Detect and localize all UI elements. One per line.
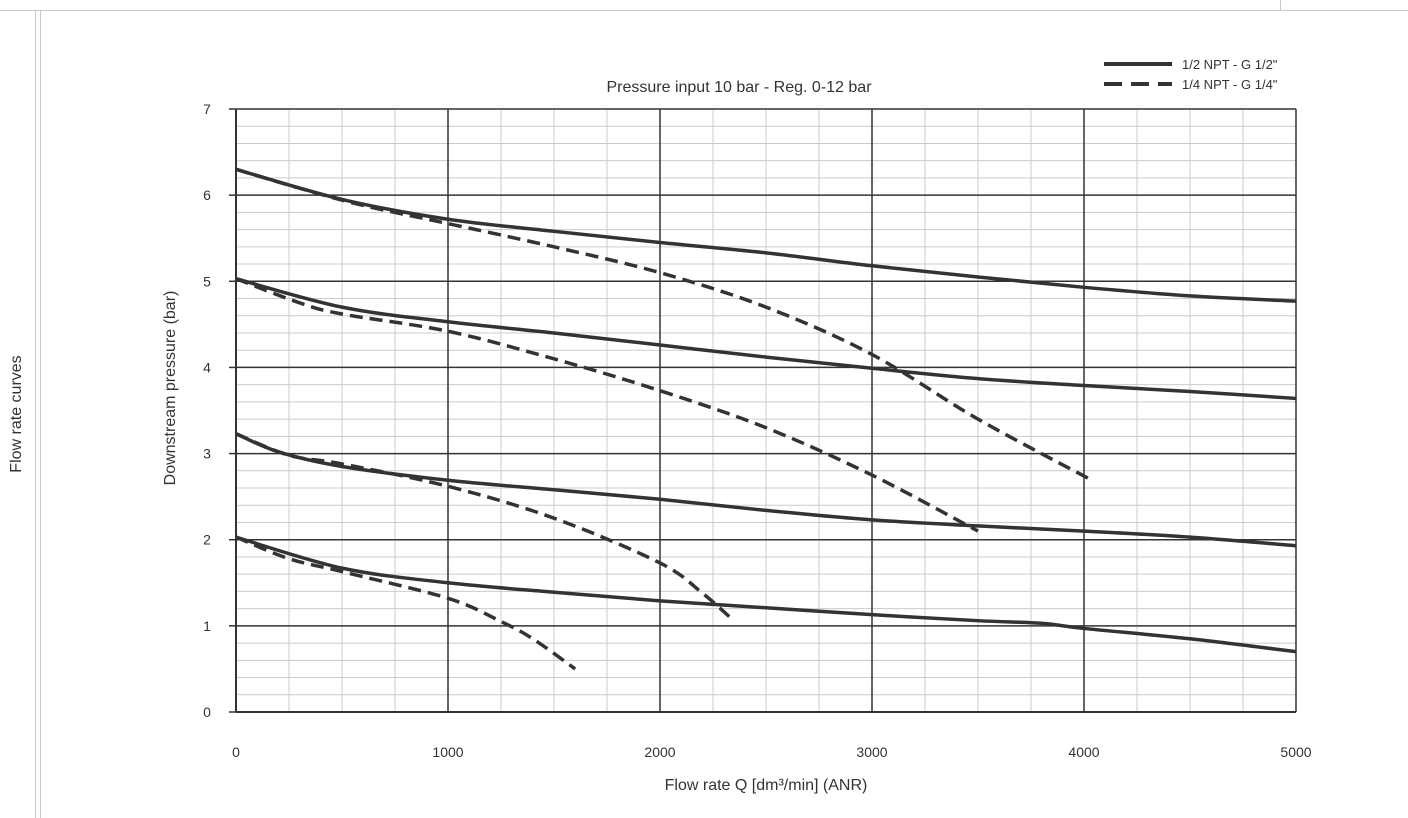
frame-top-border xyxy=(0,10,1408,11)
frame-tab-edge xyxy=(1280,0,1281,10)
series-line-solid xyxy=(235,277,1297,401)
major-grid xyxy=(229,108,1297,713)
series-lines xyxy=(235,167,1297,671)
series-line-solid xyxy=(235,167,1297,303)
chart-title: Pressure input 10 bar - Reg. 0-12 bar xyxy=(606,79,872,96)
x-tick-label: 5000 xyxy=(1280,744,1311,760)
x-tick-label: 3000 xyxy=(856,744,887,760)
series-line-dashed xyxy=(235,167,1092,481)
y-tick-label: 3 xyxy=(203,446,211,462)
legend-label: 1/2 NPT - G 1/2" xyxy=(1182,57,1278,72)
x-tick-label: 2000 xyxy=(644,744,675,760)
y-tick-label: 6 xyxy=(203,187,211,203)
y-tick-label: 1 xyxy=(203,618,211,634)
legend: 1/2 NPT - G 1/2" 1/4 NPT - G 1/4" xyxy=(1104,57,1278,92)
frame-left-border xyxy=(35,10,36,818)
series-line-dashed xyxy=(235,432,732,619)
y-tick-label: 7 xyxy=(203,101,211,117)
x-tick-label: 1000 xyxy=(432,744,463,760)
x-axis-title: Flow rate Q [dm³/min] (ANR) xyxy=(665,777,868,794)
x-tick-label: 4000 xyxy=(1068,744,1099,760)
y-tick-label: 2 xyxy=(203,532,211,548)
series-line-dashed xyxy=(235,277,979,533)
y-axis-title: Downstream pressure (bar) xyxy=(162,291,179,486)
axes xyxy=(235,109,1296,713)
x-tick-label: 0 xyxy=(232,744,240,760)
y-tick-label: 0 xyxy=(203,704,211,720)
tick-labels: 0 1000 2000 3000 4000 5000 0 1 2 3 4 5 6 7 xyxy=(203,101,1312,760)
legend-label: 1/4 NPT - G 1/4" xyxy=(1182,77,1278,92)
frame-left-border-inner xyxy=(40,10,41,818)
y-tick-label: 5 xyxy=(203,273,211,289)
y-tick-label: 4 xyxy=(203,359,211,375)
minor-grid xyxy=(236,109,1296,712)
series-line-solid xyxy=(235,535,1297,654)
series-line-solid xyxy=(235,432,1297,548)
